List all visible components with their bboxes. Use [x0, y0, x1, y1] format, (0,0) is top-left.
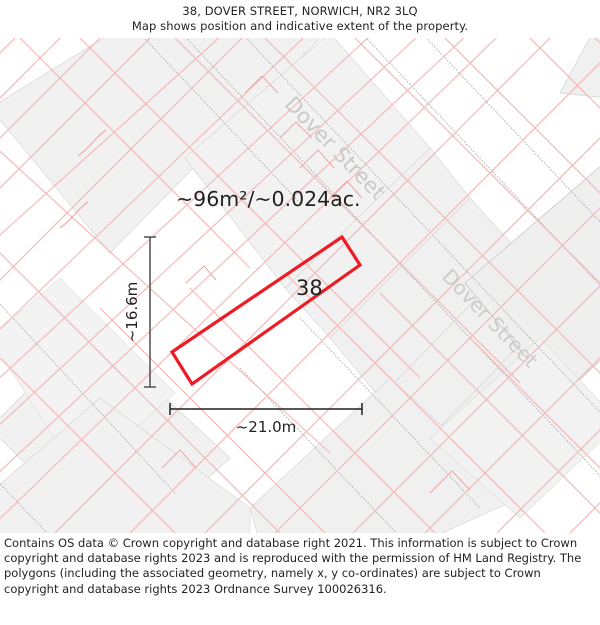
- property-boundary-polygon[interactable]: [169, 234, 363, 387]
- plot-number-label: 38: [296, 276, 323, 300]
- copyright-text: Contains OS data © Crown copyright and d…: [4, 536, 582, 596]
- dimension-vertical: [144, 236, 156, 388]
- road-casings: [0, 38, 600, 533]
- dimension-horizontal: [169, 403, 363, 415]
- parcel-boundaries: [0, 38, 600, 533]
- area-label: ~96m²/~0.024ac.: [176, 187, 361, 211]
- page-title: 38, DOVER STREET, NORWICH, NR2 3LQ: [182, 4, 418, 18]
- dimension-height-label: ~16.6m: [123, 282, 141, 343]
- map-canvas[interactable]: Dover Street Dover Street ~96m²/~0.024ac…: [0, 38, 600, 533]
- map-svg[interactable]: Dover Street Dover Street ~96m²/~0.024ac…: [0, 38, 600, 533]
- page-subtitle: Map shows position and indicative extent…: [131, 19, 469, 33]
- dimension-width-label: ~21.0m: [236, 418, 297, 436]
- copyright-footer: Contains OS data © Crown copyright and d…: [0, 536, 600, 597]
- map-header: 38, DOVER STREET, NORWICH, NR2 3LQ Map s…: [0, 0, 600, 34]
- parcel-detail-spurs: [59, 75, 471, 494]
